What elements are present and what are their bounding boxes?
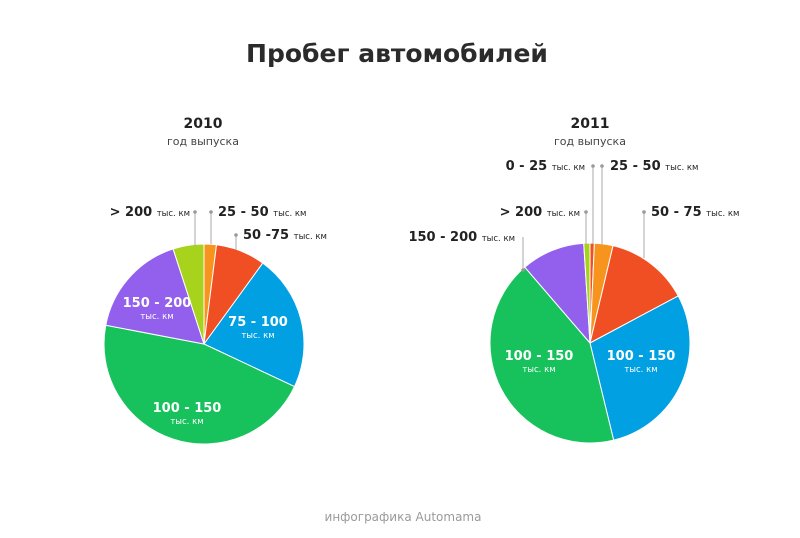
slice-label-0-4: 150 - 200 [123,296,192,311]
pie-slice-1-4 [489,266,615,444]
slice-label-1-2: 50 - 75 тыс. км [651,205,739,220]
slice-label-1-5: 150 - 200 тыс. км [408,230,515,245]
slice-unit-1-4: тыс. км [522,365,555,375]
leader-dot-1-0 [591,164,595,168]
leader-dot-0-0 [209,210,213,214]
leader-dot-0-1 [234,233,238,237]
slice-label-1-3: 100 - 150 [607,349,676,364]
page-title: Пробег автомобилей [246,39,548,68]
slice-unit-0-2: тыс. км [241,331,274,341]
pie-slice-0-4 [105,248,205,345]
slice-label-1-1: 25 - 50 тыс. км [610,159,698,174]
pie-chart-2011: 2011 год выпуска 0 - 25 тыс. км 25 - 50 т… [408,116,739,444]
pie-chart-2010: 2010 год выпуска 25 - 50 тыс. км 50 -75 т… [103,116,327,445]
footer-credit: инфографика Automama [325,510,482,524]
slice-label-1-6: > 200 тыс. км [500,205,580,220]
slice-unit-0-4: тыс. км [140,312,173,322]
pie-slice-0-5 [172,243,205,345]
slice-label-0-0: 25 - 50 тыс. км [218,205,306,220]
chart-title-2010: 2010 [184,116,223,132]
pie-slice-1-6 [583,242,591,344]
pie-slice-0-3 [103,324,296,445]
slice-unit-0-3: тыс. км [170,417,203,427]
slice-label-1-4: 100 - 150 [505,349,574,364]
leader-dot-1-2 [642,210,646,214]
slice-unit-1-3: тыс. км [624,365,657,375]
leader-dot-1-6 [584,210,588,214]
leader-dot-1-5 [521,268,525,272]
pie-slice-1-3 [589,295,691,441]
leader-dot-0-5 [193,210,197,214]
chart-title-2011: 2011 [571,116,610,132]
slice-label-0-5: > 200 тыс. км [110,205,190,220]
slice-label-0-1: 50 -75 тыс. км [243,228,327,243]
leader-dot-1-1 [600,164,604,168]
chart-subtitle-2010: год выпуска [167,135,239,148]
pie-slice-1-2 [589,245,679,344]
slice-label-0-2: 75 - 100 [228,315,288,330]
slice-label-1-0: 0 - 25 тыс. км [506,159,585,174]
slice-label-0-3: 100 - 150 [153,401,222,416]
chart-subtitle-2011: год выпуска [554,135,626,148]
